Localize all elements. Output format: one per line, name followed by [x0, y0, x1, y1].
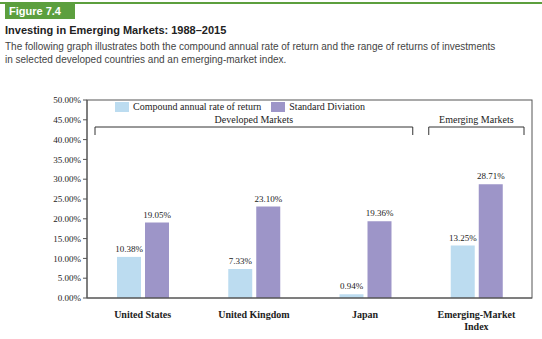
html-text:The following graph illustrate: The following graph illustrates both the…: [5, 41, 496, 65]
svg-text:7.33%: 7.33%: [229, 256, 253, 266]
svg-text:19.36%: 19.36%: [366, 208, 394, 218]
svg-text:35.00%: 35.00%: [53, 155, 81, 165]
svg-text:28.71%: 28.71%: [477, 171, 505, 181]
svg-text:30.00%: 30.00%: [53, 174, 81, 184]
svg-text:0.00%: 0.00%: [58, 293, 82, 303]
svg-text:Emerging Markets: Emerging Markets: [439, 114, 514, 125]
svg-text:25.00%: 25.00%: [53, 194, 81, 204]
svg-text:Developed Markets: Developed Markets: [215, 114, 294, 125]
svg-text:50.00%: 50.00%: [53, 95, 81, 105]
svg-text:10.38%: 10.38%: [115, 244, 143, 254]
html-text:Figure 7.4: Figure 7.4: [9, 5, 61, 17]
svg-text:23.10%: 23.10%: [254, 194, 282, 204]
svg-text:19.05%: 19.05%: [143, 210, 171, 220]
svg-text:13.25%: 13.25%: [449, 233, 477, 243]
svg-text:0.94%: 0.94%: [340, 281, 364, 291]
svg-text:5.00%: 5.00%: [58, 273, 82, 283]
svg-text:United States: United States: [114, 309, 171, 320]
svg-text:Emerging-MarketIndex: Emerging-MarketIndex: [437, 309, 515, 332]
html-text:Investing in Emerging Markets:: Investing in Emerging Markets: 1988–2015: [5, 24, 227, 36]
svg-text:United Kingdom: United Kingdom: [218, 309, 290, 320]
html-text:Standard Diviation: Standard Diviation: [289, 101, 366, 112]
svg-text:15.00%: 15.00%: [53, 234, 81, 244]
svg-text:Japan: Japan: [352, 309, 379, 320]
svg-text:45.00%: 45.00%: [53, 115, 81, 125]
svg-text:10.00%: 10.00%: [53, 254, 81, 264]
svg-text:20.00%: 20.00%: [53, 214, 81, 224]
svg-text:40.00%: 40.00%: [53, 135, 81, 145]
html-text:Compound annual rate of return: Compound annual rate of return: [133, 101, 262, 112]
